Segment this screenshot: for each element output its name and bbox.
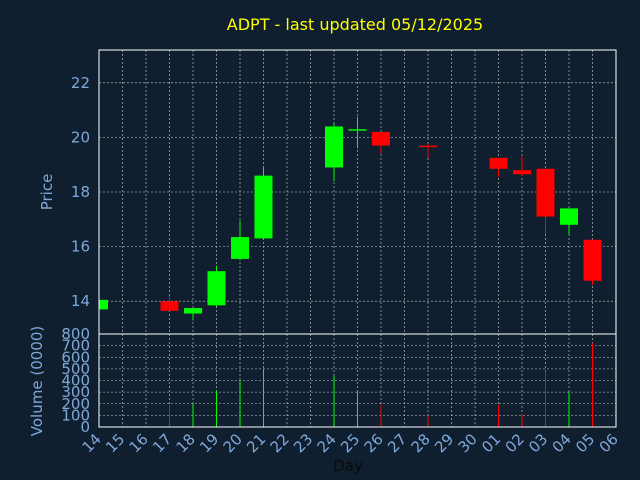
x-tick-label: 06: [596, 430, 622, 456]
x-tick-label: 21: [243, 430, 269, 456]
price-tick-label: 18: [71, 183, 90, 201]
candle-body: [184, 308, 202, 314]
volume-tick-label: 200: [61, 395, 90, 413]
volume-tick-label: 700: [61, 337, 90, 355]
candle-body: [254, 175, 273, 239]
volume-tick-label: 600: [61, 348, 90, 366]
x-tick-label: 24: [314, 430, 340, 456]
price-tick-label: 22: [71, 74, 90, 92]
candle-body: [560, 208, 578, 225]
volume-tick-label: 500: [61, 360, 90, 378]
price-panel: 14 16 18 20 22 Price: [38, 49, 617, 335]
x-tick-label: 26: [361, 430, 387, 456]
x-tick-label: 15: [102, 430, 128, 456]
candle-body: [583, 239, 602, 281]
volume-tick-label: 400: [61, 372, 90, 390]
candle-body: [325, 126, 343, 168]
price-tick-label: 20: [71, 128, 90, 146]
x-tick-label: 25: [337, 430, 363, 456]
price-y-ticks: 14 16 18 20 22: [71, 74, 90, 310]
x-tick-label: 16: [126, 430, 152, 456]
volume-axis-label: Volume (0000): [28, 326, 46, 436]
x-tick-label: 18: [173, 430, 199, 456]
x-tick-label: 23: [290, 430, 316, 456]
volume-tick-label: 800: [61, 325, 90, 343]
x-tick-label: 22: [267, 430, 293, 456]
volume-frame: [98, 333, 617, 428]
x-tick-label: 03: [525, 430, 551, 456]
x-tick-label: 20: [220, 430, 246, 456]
x-tick-label: 29: [431, 430, 457, 456]
x-tick-label: 19: [196, 430, 222, 456]
candle-body: [489, 157, 508, 169]
x-tick-label: 28: [408, 430, 434, 456]
chart-title: ADPT - last updated 05/12/2025: [227, 15, 483, 34]
x-tick-label: 27: [384, 430, 410, 456]
x-axis-label: Day: [333, 457, 363, 475]
x-tick-label: 04: [549, 430, 575, 456]
x-tick-label: 30: [455, 430, 481, 456]
x-tick-label: 17: [149, 430, 175, 456]
candle-body: [99, 299, 108, 310]
candle-body: [231, 237, 249, 259]
candle-body: [372, 131, 390, 146]
price-axis-label: Price: [38, 174, 56, 211]
price-tick-label: 14: [71, 292, 90, 310]
candle-body: [160, 301, 179, 311]
x-tick-label: 02: [502, 430, 528, 456]
volume-bars: [169, 343, 593, 427]
candle-body: [207, 271, 226, 306]
volume-tick-label: 300: [61, 383, 90, 401]
candle-body: [419, 145, 437, 148]
candle-body: [513, 170, 531, 175]
price-tick-label: 16: [71, 238, 90, 256]
candle-body: [348, 129, 367, 131]
volume-tick-label: 100: [61, 406, 90, 424]
x-tick-label: 05: [572, 430, 598, 456]
x-axis-ticks: 1415161718192021222324252627282930010203…: [79, 430, 622, 456]
candles: [98, 116, 602, 321]
x-tick-label: 01: [478, 430, 504, 456]
volume-tick-label: 0: [80, 418, 90, 436]
candle-body: [536, 168, 555, 217]
